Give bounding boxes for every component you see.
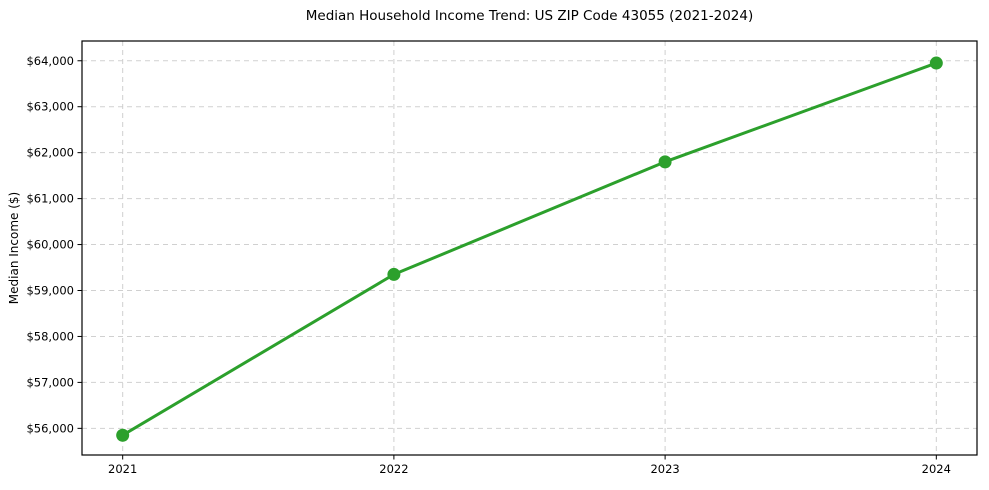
y-tick-label: $64,000 [26,54,74,68]
y-tick-label: $63,000 [26,100,74,114]
x-tick-label: 2021 [108,462,137,476]
plot-border [81,40,978,456]
trend-line [121,61,938,437]
x-tick-label: 2022 [379,462,408,476]
x-tick-label: 2023 [650,462,679,476]
y-tick-label: $61,000 [26,192,74,206]
x-tick-label: 2024 [922,462,951,476]
y-tick-label: $62,000 [26,146,74,160]
y-axis-title: Median Income ($) [7,191,21,305]
y-tick-label: $59,000 [26,284,74,298]
y-tick-label: $57,000 [26,375,74,389]
y-tick-label: $58,000 [26,329,74,343]
y-tick-label: $56,000 [26,421,74,435]
data-point-2023 [658,155,672,169]
y-tick-label: $60,000 [26,238,74,252]
data-point-2024 [929,56,943,70]
chart-title: Median Household Income Trend: US ZIP Co… [305,8,754,24]
data-point-2021 [116,428,130,442]
data-point-2022 [387,267,401,281]
